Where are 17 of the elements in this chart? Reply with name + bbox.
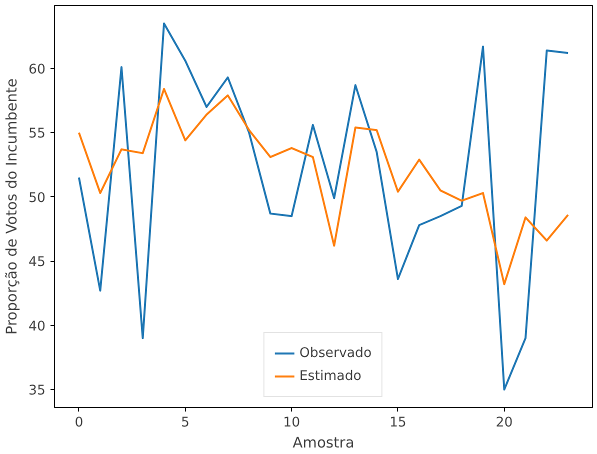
- x-tick-label: 10: [283, 416, 300, 430]
- y-tick-label: 55: [28, 126, 46, 142]
- x-axis-title: Amostra: [292, 434, 354, 452]
- y-tick-label: 45: [28, 255, 46, 270]
- line-series: [78, 22, 570, 391]
- legend-label: Estimado: [299, 368, 362, 384]
- line-series: [78, 88, 570, 286]
- x-tick-label: 15: [389, 416, 406, 430]
- y-tick-label: 35: [28, 384, 46, 399]
- x-tick-label: 0: [74, 416, 84, 430]
- y-tick-label: 60: [28, 62, 46, 78]
- y-axis-title: Proporção de Votos do Incumbente: [4, 78, 21, 335]
- y-tick-label: 40: [28, 319, 46, 334]
- x-tick-label: 5: [181, 416, 190, 430]
- x-tick-label: 20: [496, 416, 513, 430]
- y-tick-label: 50: [28, 190, 46, 206]
- legend-label: Observado: [299, 346, 372, 360]
